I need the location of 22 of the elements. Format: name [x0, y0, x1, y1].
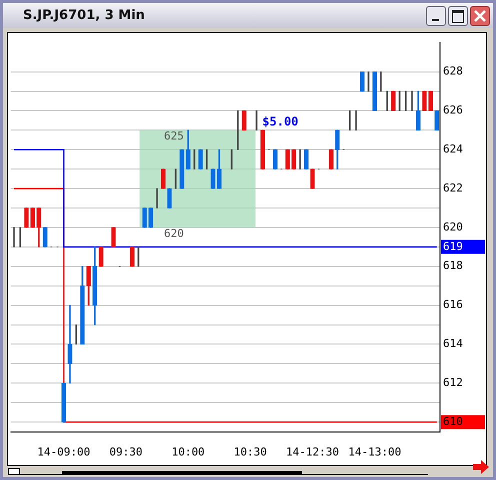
x-tick-label: 14-13:00 [348, 445, 402, 458]
y-tick-label: 618 [443, 259, 463, 272]
y-tick-label: 624 [443, 142, 464, 156]
x-tick-label: 09:30 [109, 445, 143, 458]
y-tick-label: 626 [443, 104, 463, 117]
x-tick-label: 10:30 [234, 445, 267, 458]
band-label: $5.00 [262, 114, 298, 128]
y-tick-label: 612 [443, 376, 463, 390]
y-tick-label: 619 [443, 240, 463, 253]
chart-title: S.JP.J6701, 3 Min [23, 8, 145, 23]
annotation: 620 [164, 226, 184, 240]
y-tick-label: 614 [443, 337, 464, 350]
annotation: 625 [164, 130, 184, 143]
x-tick-label: 10:00 [172, 445, 205, 458]
candlestick [68, 304, 72, 384]
y-tick-label: 628 [443, 64, 463, 78]
x-tick-label: 14-09:00 [37, 445, 90, 458]
y-tick-label: 616 [443, 298, 463, 312]
x-tick-label: 14-12:30 [286, 445, 340, 458]
y-tick-label: 610 [443, 414, 463, 428]
y-tick-label: 620 [443, 220, 463, 234]
y-tick-label: 622 [443, 181, 463, 194]
